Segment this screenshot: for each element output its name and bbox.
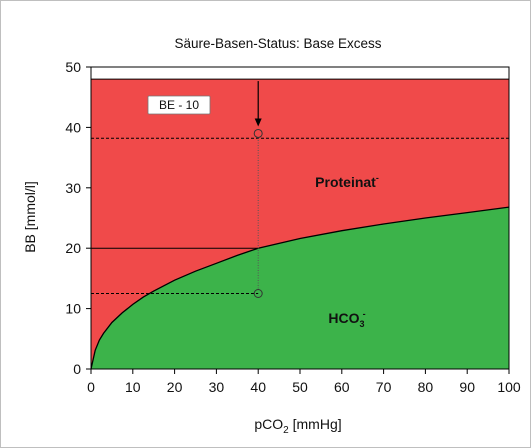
x-axis-label-text: pCO: [254, 416, 283, 432]
y-tick-label: 0: [73, 361, 81, 377]
y-tick-label: 20: [65, 240, 81, 256]
arrow-head-icon: [254, 118, 262, 127]
x-tick-label: 100: [497, 379, 521, 395]
x-axis-label-unit: [mmHg]: [289, 416, 342, 432]
hco3-label-text: HCO: [328, 310, 359, 326]
hco3-label-sup: -: [363, 309, 366, 319]
x-tick-label: 20: [167, 379, 183, 395]
marker-circle-upper: [253, 128, 263, 138]
x-tick-label: 30: [209, 379, 225, 395]
proteinat-label-text: Proteinat: [315, 174, 376, 190]
x-tick-label: 70: [376, 379, 392, 395]
plot-area: BE - 10 Proteinat- HCO3-: [90, 66, 510, 370]
x-tick-label: 60: [334, 379, 350, 395]
x-axis: 0 10 20 30 40 50 60 70 80 90 100: [87, 369, 521, 395]
hco3-region: [91, 207, 509, 369]
proteinat-label: Proteinat-: [315, 173, 379, 190]
x-tick-label: 10: [125, 379, 141, 395]
y-tick-label: 50: [65, 59, 81, 75]
chart-title: Säure-Basen-Status: Base Excess: [174, 36, 381, 51]
x-tick-label: 90: [459, 379, 475, 395]
y-tick-label: 10: [65, 301, 81, 317]
x-tick-label: 80: [418, 379, 434, 395]
y-tick-label: 30: [65, 180, 81, 196]
hco3-curve: [90, 206, 510, 370]
x-tick-label: 40: [250, 379, 266, 395]
be-label-box: [147, 95, 211, 115]
marker-circle-lower: [253, 289, 263, 298]
y-tick-label: 40: [65, 119, 81, 135]
x-axis-label: pCO2 [mmHg]: [254, 416, 341, 436]
hco3-label: HCO3-: [328, 309, 365, 329]
y-axis-label: BB [mmol/l]: [22, 181, 38, 253]
x-tick-label: 0: [87, 379, 95, 395]
hco3-label-sub: 3: [360, 319, 365, 329]
be-label: BE - 10: [159, 98, 199, 112]
proteinat-label-sup: -: [376, 173, 379, 183]
x-axis-label-sub: 2: [283, 425, 289, 436]
y-axis: 0 10 20 30 40 50: [65, 59, 91, 377]
x-tick-label: 50: [292, 379, 308, 395]
